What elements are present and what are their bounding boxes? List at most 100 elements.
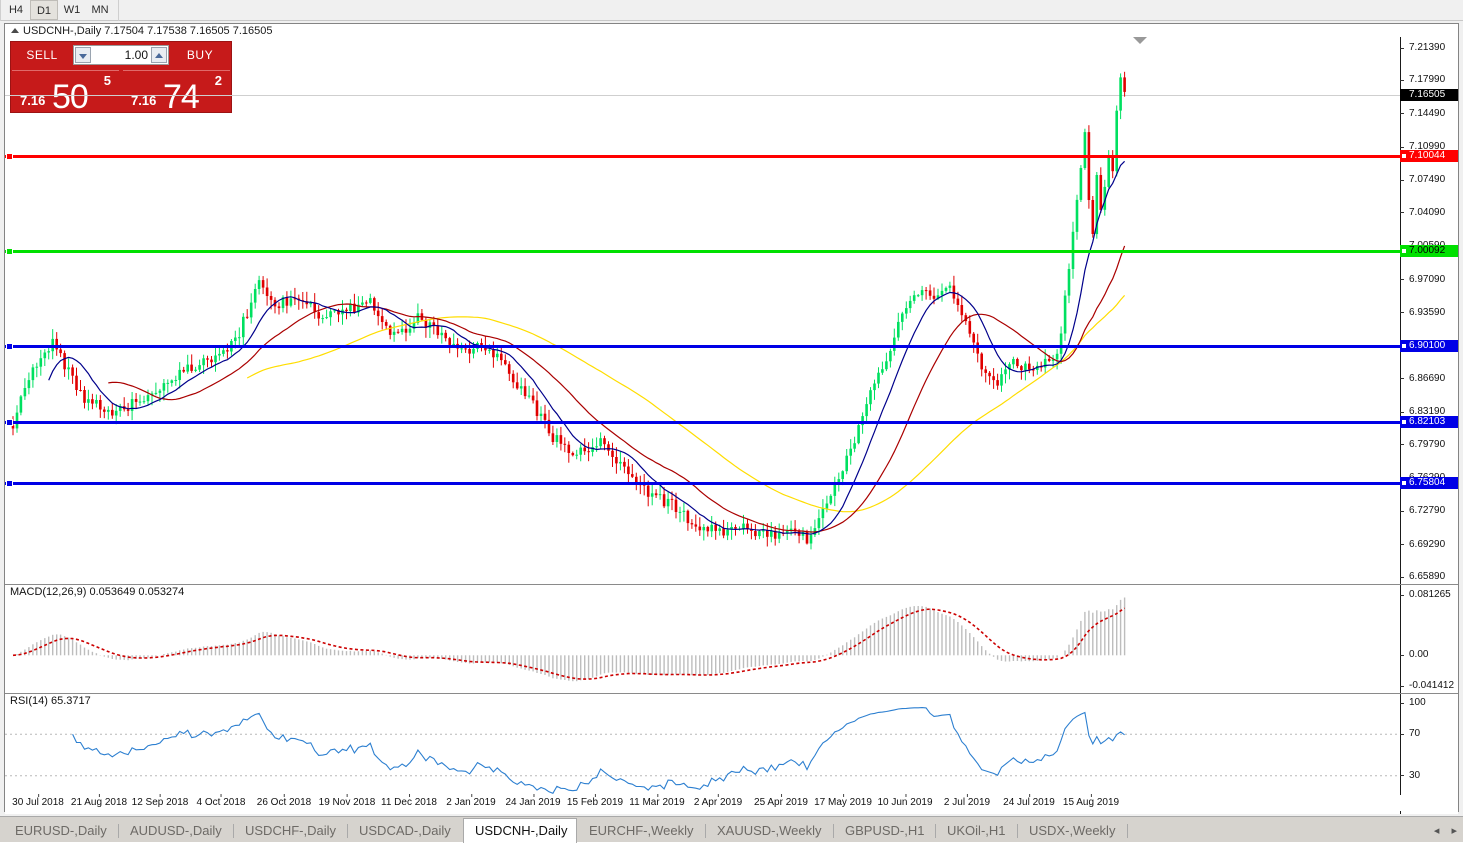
support-line-blue-2-price-label[interactable]: 6.82103 xyxy=(1400,416,1458,429)
chevron-left-icon[interactable]: ◂ xyxy=(1433,825,1440,837)
date-tick-mark xyxy=(842,794,844,797)
date-tick-mark xyxy=(347,794,348,797)
level-handle-icon xyxy=(1402,480,1406,485)
rsi-tick-label: 100 xyxy=(1400,697,1458,708)
chart-tab-bar[interactable]: EURUSD-,Daily AUDUSD-,Daily USDCHF-,Daily U… xyxy=(0,816,1463,843)
chart-tab-eurchfweekly[interactable]: EURCHF-,Weekly xyxy=(589,823,694,838)
bid-price-fraction: 5 xyxy=(103,73,111,88)
price-tick-label: 6.79790 xyxy=(1400,439,1458,450)
one-click-trading-panel[interactable]: SELL 1.00 BUY 7.16 50 5 7.16 xyxy=(10,41,232,113)
triangle-up-icon[interactable] xyxy=(11,28,19,33)
price-tick-label: 6.65890 xyxy=(1400,571,1458,582)
date-tick-label: 2 Jul 2019 xyxy=(944,794,990,808)
chart-tab-xauusdweekly[interactable]: XAUUSD-,Weekly xyxy=(717,823,822,838)
price-tick-label: 6.97090 xyxy=(1400,274,1458,285)
date-tick-label: 17 May 2019 xyxy=(814,794,872,808)
tab-separator xyxy=(935,824,936,838)
price-tick-label: 6.83190 xyxy=(1400,406,1458,417)
level-drag-handle[interactable] xyxy=(6,343,13,351)
timeframe-button-w1[interactable]: W1 xyxy=(63,4,81,16)
timeframe-button-mn[interactable]: MN xyxy=(91,4,109,16)
support-line-blue-1[interactable] xyxy=(5,343,1400,351)
date-tick-label: 26 Oct 2018 xyxy=(257,794,311,808)
date-tick-label: 24 Jul 2019 xyxy=(1003,794,1055,808)
price-tick-label: 7.17990 xyxy=(1400,74,1458,85)
level-drag-handle[interactable] xyxy=(6,153,13,161)
chart-tab-usdxweekly[interactable]: USDX-,Weekly xyxy=(1029,823,1116,838)
date-tick-mark xyxy=(283,794,285,797)
toolbar-separator xyxy=(118,0,119,21)
price-tick-label: 6.93590 xyxy=(1400,307,1458,318)
level-price-value: 7.00092 xyxy=(1409,245,1446,256)
chart-tab-usdchfdaily[interactable]: USDCHF-,Daily xyxy=(245,823,336,838)
price-axis[interactable]: 7.21390 7.17990 7.14490 7.10990 7.07490 7.040… xyxy=(1400,37,1458,584)
chart-title: USDCNH-,Daily 7.17504 7.17538 7.16505 7.… xyxy=(23,25,273,37)
macd-pane[interactable]: MACD(12,26,9) 0.053649 0.053274 0.081265… xyxy=(5,585,1458,693)
level-price-value: 6.75804 xyxy=(1409,476,1446,488)
date-axis[interactable]: 30 Jul 2018 21 Aug 2018 12 Sep 2018 4 Oct 2… xyxy=(5,794,1458,811)
level-price-value: 6.90100 xyxy=(1409,340,1446,352)
tab-separator xyxy=(1127,824,1128,838)
macd-axis[interactable]: 0.081265 0.00 -0.041412 xyxy=(1400,585,1458,693)
support-line-blue-3-price-label[interactable]: 6.75804 xyxy=(1400,476,1458,489)
date-tick-mark xyxy=(38,794,39,797)
chevron-down-icon xyxy=(79,54,87,59)
tab-separator xyxy=(233,824,234,838)
chart-window: USDCNH-,Daily 7.17504 7.17538 7.16505 7.… xyxy=(4,23,1459,814)
date-tick-label: 15 Feb 2019 xyxy=(567,794,623,808)
level-handle-icon xyxy=(1402,154,1406,159)
date-tick-mark xyxy=(781,794,782,797)
volume-input[interactable]: 1.00 xyxy=(73,45,169,65)
resistance-line-red-price-label[interactable]: 7.10044 xyxy=(1400,150,1458,163)
date-tick-mark xyxy=(1090,794,1092,797)
price-tick-label: 7.04090 xyxy=(1400,207,1458,218)
macd-label: MACD(12,26,9) 0.053649 0.053274 xyxy=(10,586,185,598)
date-tick-label: 10 Jun 2019 xyxy=(877,794,933,808)
date-tick-mark xyxy=(160,794,161,797)
price-tick-label: 7.14490 xyxy=(1400,108,1458,119)
timeframe-button-d1[interactable]: D1 xyxy=(30,0,58,20)
date-tick-mark xyxy=(220,794,222,797)
level-line-green-price-label[interactable]: 7.00092 xyxy=(1400,245,1458,257)
chevron-right-icon[interactable]: ▸ xyxy=(1451,825,1457,837)
level-drag-handle[interactable] xyxy=(6,479,13,487)
chart-tab-usdcaddaily[interactable]: USDCAD-,Daily xyxy=(359,823,451,838)
date-tick-mark xyxy=(718,794,719,797)
date-tick-label: 12 Sep 2018 xyxy=(132,794,188,808)
chart-tab-usdcnhdaily[interactable]: USDCNH-,Daily xyxy=(463,818,577,843)
price-pane[interactable]: 7.21390 7.17990 7.14490 7.10990 7.07490 7.040… xyxy=(5,37,1458,584)
support-line-blue-1-price-label[interactable]: 6.90100 xyxy=(1400,340,1458,353)
volume-decrement-button[interactable] xyxy=(75,47,91,63)
level-line-green[interactable] xyxy=(5,248,1400,255)
resistance-line-red[interactable] xyxy=(5,153,1400,161)
level-drag-handle[interactable] xyxy=(6,248,13,255)
chart-tab-gbpusdh1[interactable]: GBPUSD-,H1 xyxy=(845,823,925,838)
chart-tab-ukoilh1[interactable]: UKOil-,H1 xyxy=(947,823,1006,838)
date-tick-label: 2 Apr 2019 xyxy=(694,794,742,808)
tab-scroll-controls[interactable]: ◂ ▸ xyxy=(1425,824,1457,837)
price-tick-label: 7.21390 xyxy=(1400,42,1458,53)
date-tick-label: 19 Nov 2018 xyxy=(319,794,375,808)
sell-button[interactable]: SELL xyxy=(26,48,58,62)
volume-increment-button[interactable] xyxy=(151,47,167,63)
support-line-blue-3[interactable] xyxy=(5,479,1400,487)
rsi-pane[interactable]: RSI(14) 65.3717 10070300 xyxy=(5,694,1458,814)
chart-tab-eurusddaily[interactable]: EURUSD-,Daily xyxy=(15,823,107,838)
toolbar-separator xyxy=(0,0,1,21)
macd-tick-label: -0.041412 xyxy=(1400,680,1458,691)
support-line-blue-2[interactable] xyxy=(5,419,1400,427)
date-tick-label: 21 Aug 2018 xyxy=(71,794,127,808)
macd-histogram xyxy=(12,597,1126,682)
pane-divider-2[interactable] xyxy=(5,693,1458,694)
level-drag-handle[interactable] xyxy=(6,419,13,427)
chart-tab-audusddaily[interactable]: AUDUSD-,Daily xyxy=(130,823,222,838)
timeframe-toolbar: H4 D1 W1 MN xyxy=(0,0,1463,21)
buy-button[interactable]: BUY xyxy=(186,48,214,62)
current-bar-marker xyxy=(1133,37,1147,44)
pane-divider-1[interactable] xyxy=(5,584,1458,585)
date-tick-mark xyxy=(409,794,410,797)
tab-separator xyxy=(833,824,834,838)
timeframe-button-h4[interactable]: H4 xyxy=(8,4,24,16)
macd-tick-label: 0.081265 xyxy=(1400,589,1458,600)
